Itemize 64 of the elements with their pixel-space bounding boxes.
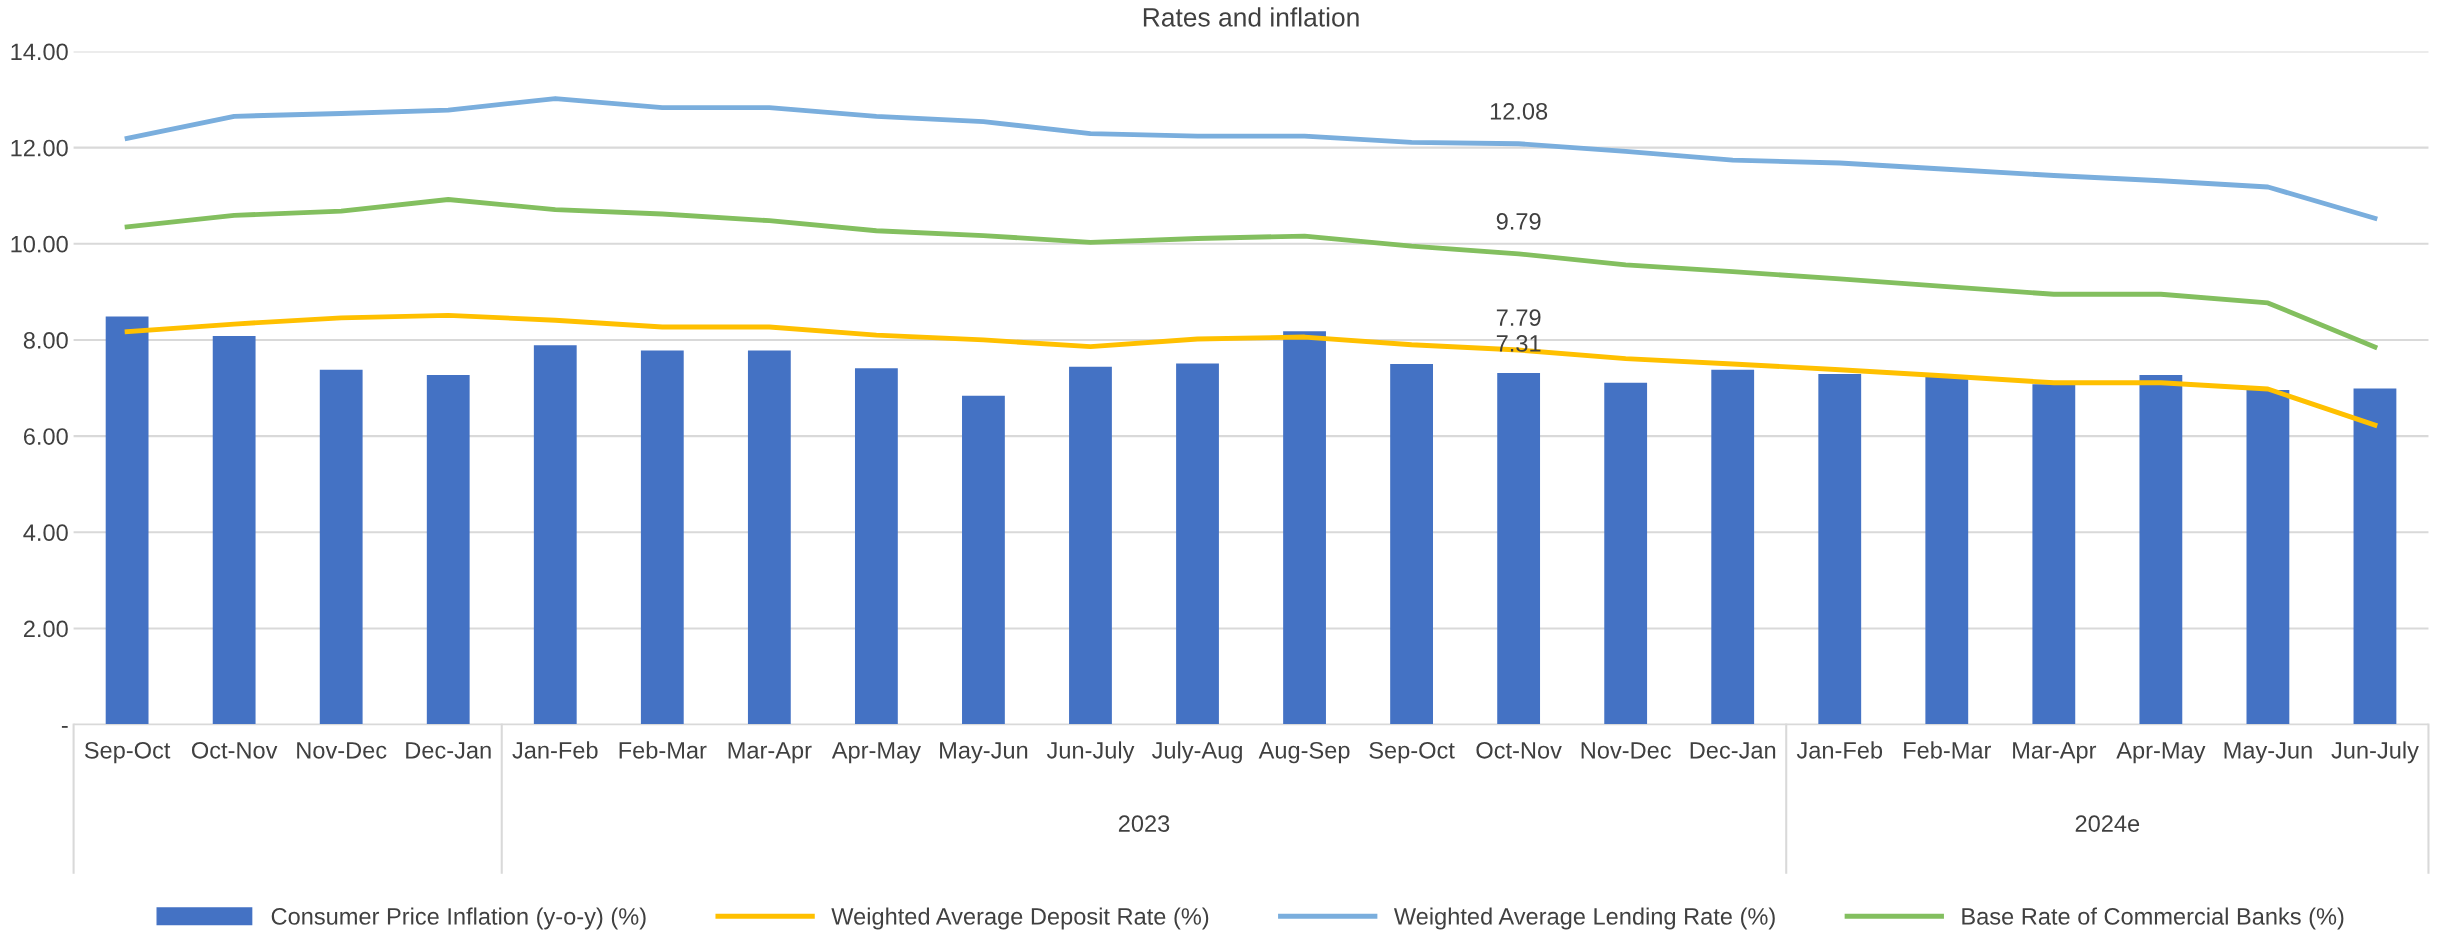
bar <box>640 350 684 725</box>
x-tick-label: Jun-July <box>1046 741 1135 764</box>
bar <box>2246 389 2290 725</box>
chart-title: Rates and inflation <box>1143 7 1359 27</box>
x-tick-label: May-Jun <box>940 742 1028 764</box>
y-tick-label: 8.00 <box>23 332 68 349</box>
legend-label: Base Rate of Commercial Banks (%) <box>1962 907 2344 930</box>
x-tick-label: Jan-Feb <box>1796 741 1883 759</box>
y-tick-label: 4.00 <box>23 524 68 542</box>
bar <box>212 336 256 725</box>
x-tick-label: Jan-Feb <box>512 741 598 759</box>
bar <box>533 345 577 725</box>
bar <box>1069 366 1112 725</box>
bar <box>1711 369 1755 725</box>
bar <box>854 368 898 725</box>
x-tick-label: Sep-Oct <box>84 741 171 764</box>
y-tick-label: 6.00 <box>23 428 68 445</box>
bar <box>426 375 470 725</box>
data-label: 7.79 <box>1496 309 1541 326</box>
x-tick-label: Jun-July <box>2331 741 2419 764</box>
x-tick-label: May-Jun <box>2224 742 2312 764</box>
text: 2024e <box>2075 815 2140 832</box>
bar <box>2032 384 2076 725</box>
data-label: 7.31 <box>1496 335 1541 352</box>
x-tick-label: Oct-Nov <box>1476 741 1562 759</box>
legend-label: Weighted Average Deposit Rate (%) <box>831 907 1209 930</box>
x-tick-label: Nov-Dec <box>1581 742 1671 759</box>
bar <box>1925 376 1969 725</box>
bar <box>2139 375 2183 725</box>
y-tick-label: - <box>61 725 68 728</box>
bar <box>1390 363 1433 725</box>
x-tick-label: Apr-May <box>2116 742 2206 764</box>
y-tick-label: 2.00 <box>23 620 68 638</box>
bar <box>105 316 149 725</box>
bar <box>962 395 1005 725</box>
bar <box>319 369 363 725</box>
x-tick-label: Feb-Mar <box>1904 741 1992 759</box>
legend-label: Consumer Price Inflation (y-o-y) (%) <box>271 907 646 930</box>
x-tick-label: Aug-Sep <box>1258 741 1350 764</box>
x-tick-label: Nov-Dec <box>297 742 387 759</box>
data-label: 9.79 <box>1496 213 1541 230</box>
bar <box>1604 382 1648 725</box>
bar <box>2353 388 2397 725</box>
x-tick-label: July-Aug <box>1151 741 1242 764</box>
x-tick-label: Mar-Apr <box>728 742 812 764</box>
x-tick-label: Oct-Nov <box>191 741 278 759</box>
y-tick-label: 10.00 <box>11 235 68 253</box>
x-tick-label: Dec-Jan <box>1690 742 1776 759</box>
y-tick-label: 12.00 <box>11 139 68 157</box>
bar <box>1176 363 1219 725</box>
line-series <box>124 197 2378 350</box>
x-tick-label: Mar-Apr <box>2013 742 2097 764</box>
bar <box>1283 331 1326 725</box>
x-tick-label: Apr-May <box>831 742 921 764</box>
bar <box>1497 373 1541 725</box>
text: 2023 <box>1118 815 1170 832</box>
bar <box>1818 374 1862 725</box>
y-tick-label: 14.00 <box>11 43 68 61</box>
legend-label: Weighted Average Lending Rate (%) <box>1393 907 1775 930</box>
data-label: 12.08 <box>1490 102 1548 120</box>
bar <box>747 350 791 725</box>
x-tick-label: Sep-Oct <box>1369 741 1455 764</box>
x-tick-label: Dec-Jan <box>406 742 491 759</box>
x-tick-label: Feb-Mar <box>619 741 707 759</box>
